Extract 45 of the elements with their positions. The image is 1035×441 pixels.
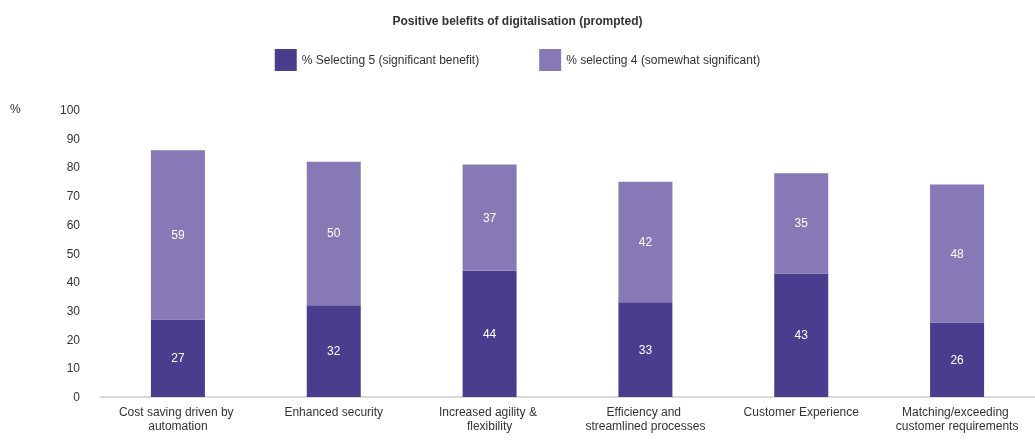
bar <box>150 150 205 320</box>
data-label: 32 <box>327 344 341 359</box>
x-tick-label: Customer Experience <box>743 405 860 419</box>
data-label: 48 <box>950 246 965 261</box>
bar <box>306 161 361 306</box>
data-label: 26 <box>950 352 965 367</box>
bar <box>618 302 673 397</box>
x-tick-label: Enhanced security <box>284 405 384 419</box>
y-tick-label: 100 <box>59 103 81 117</box>
y-tick-label: 80 <box>66 160 81 175</box>
chart-title: Positive belefits of digitalisation (prompted) <box>392 14 643 28</box>
legend-label: % Selecting 5 (significant benefit) <box>301 53 480 67</box>
y-tick-label: 50 <box>66 246 81 261</box>
y-tick-label: 10 <box>66 361 81 376</box>
y-tick-label: 30 <box>66 303 81 318</box>
data-label: 42 <box>638 235 653 250</box>
y-tick-label: 60 <box>66 217 81 232</box>
data-label: 43 <box>794 328 809 343</box>
y-tick-label: 40 <box>66 275 81 290</box>
data-label: 33 <box>638 342 653 357</box>
data-label: 37 <box>482 210 497 225</box>
data-label: 27 <box>171 351 185 366</box>
bar <box>462 164 517 271</box>
x-tick-label: Cost saving driven by automation <box>118 405 237 433</box>
bar <box>150 319 205 397</box>
bar <box>930 322 985 397</box>
bar <box>774 273 829 397</box>
data-label: 50 <box>327 226 341 241</box>
y-tick-label: 20 <box>66 332 81 347</box>
x-tick-label: Efficiency and streamlined processes <box>585 405 706 433</box>
data-label: 44 <box>482 326 497 341</box>
y-axis-title: % <box>10 102 21 116</box>
bar <box>618 181 673 303</box>
data-label: 59 <box>171 227 185 242</box>
bar <box>930 184 985 323</box>
bar <box>462 270 517 397</box>
bar <box>306 305 361 397</box>
y-tick-label: 90 <box>66 131 81 146</box>
legend-label: % selecting 4 (somewhat significant) <box>566 53 761 67</box>
bar <box>774 173 829 274</box>
x-tick-label: Increased agility & flexibility <box>438 405 541 433</box>
y-tick-label: 0 <box>73 390 81 404</box>
x-tick-label: Matching/exceeding customer requirements <box>895 405 1019 433</box>
y-tick-label: 70 <box>66 189 81 204</box>
data-label: 35 <box>794 216 809 231</box>
